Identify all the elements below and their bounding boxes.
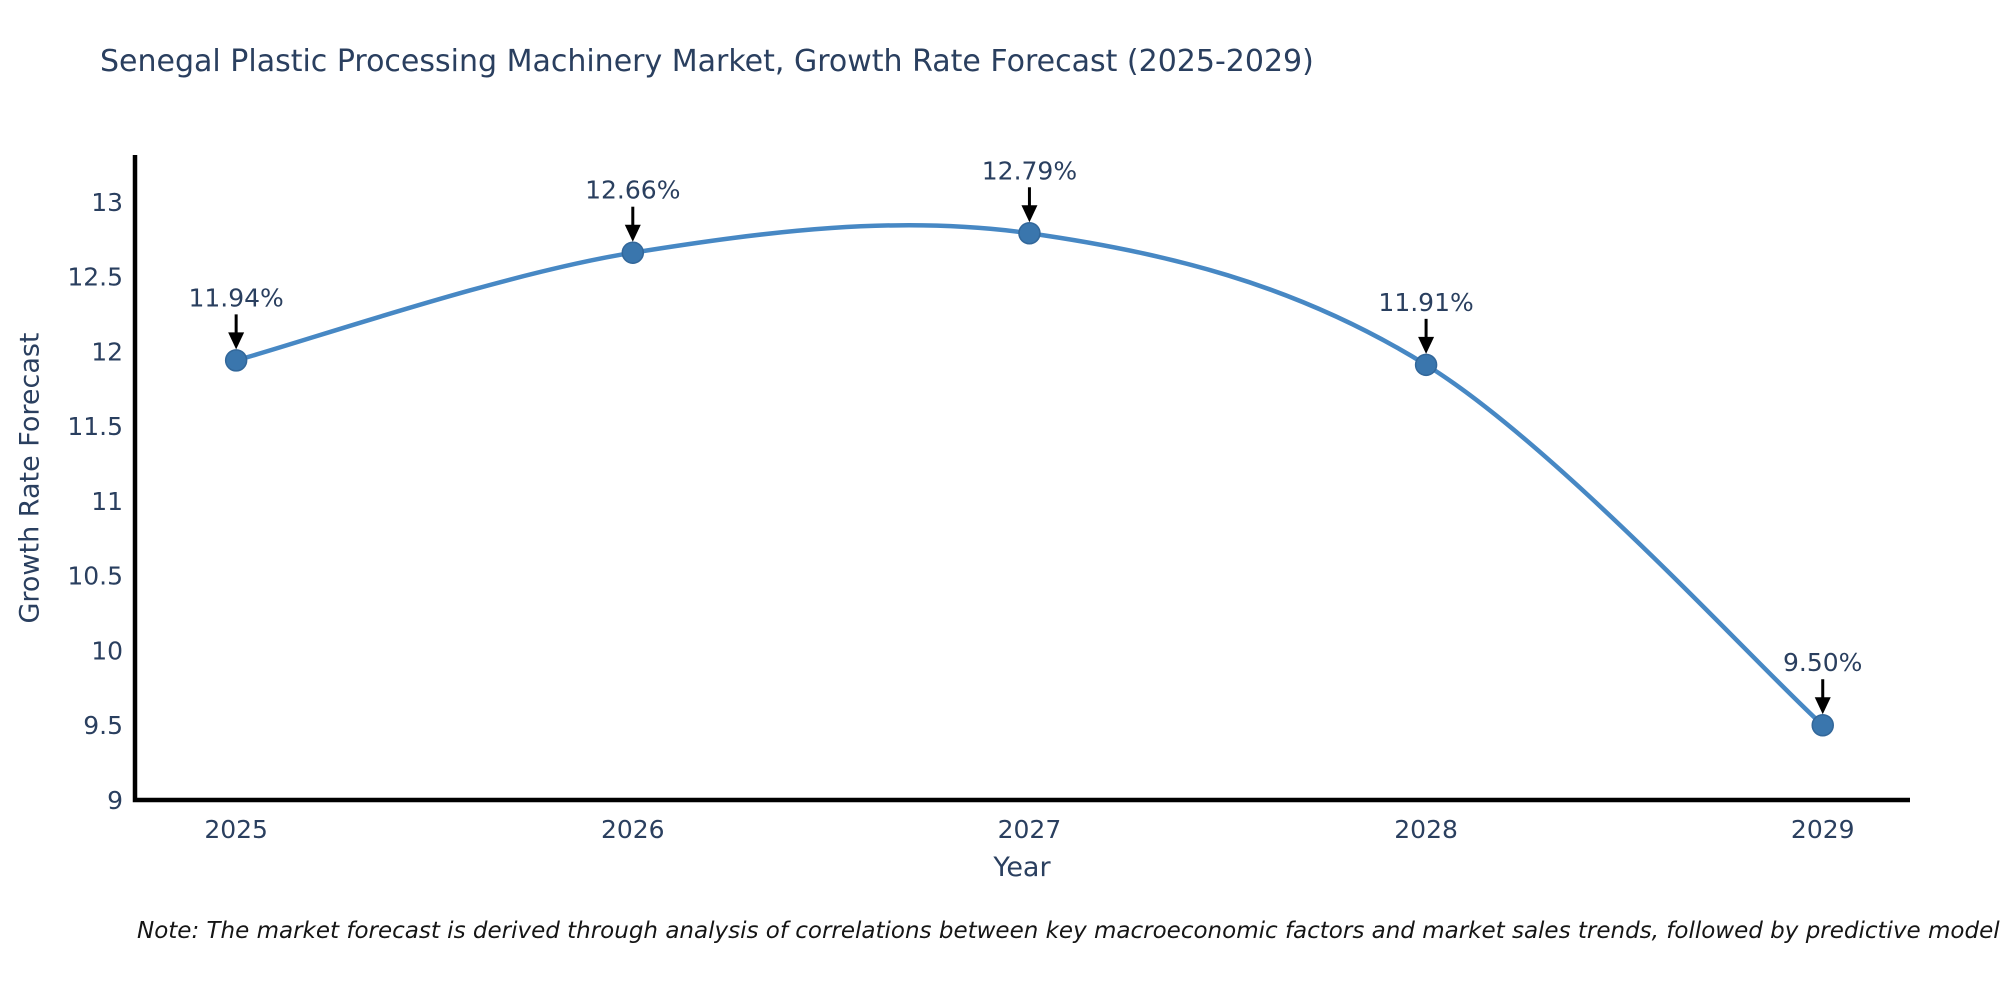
y-tick-label: 11.5: [67, 412, 123, 441]
chart-title: Senegal Plastic Processing Machinery Mar…: [100, 44, 1314, 79]
annotation-arrowhead: [228, 332, 245, 350]
annotation-arrowhead: [1418, 336, 1435, 354]
y-axis-title: Growth Rate Forecast: [14, 332, 46, 624]
y-tick-label: 13: [91, 188, 123, 217]
y-tick-label: 10.5: [67, 562, 123, 591]
x-tick-label: 2029: [1791, 815, 1855, 844]
data-point-marker: [224, 349, 248, 372]
axis-line: [132, 155, 1910, 803]
x-tick-label: 2027: [998, 815, 1062, 844]
footnote: Note: The market forecast is derived thr…: [137, 918, 2000, 944]
annotation-arrowhead: [1814, 697, 1831, 715]
annotation-label: 11.94%: [188, 283, 283, 312]
y-tick-label: 10: [91, 636, 123, 665]
y-tick-label: 9.5: [83, 711, 123, 740]
x-tick-label: 2026: [601, 815, 665, 844]
y-tick-label: 9: [107, 786, 123, 815]
annotation-label: 11.91%: [1378, 288, 1473, 317]
x-tick-label: 2025: [204, 815, 268, 844]
data-point-marker: [1811, 713, 1834, 737]
x-tick-label: 2028: [1394, 815, 1458, 844]
y-tick-label: 12: [91, 337, 123, 366]
data-point-marker: [1414, 353, 1438, 377]
y-tick-label: 11: [91, 487, 123, 516]
annotation-label: 12.79%: [982, 156, 1077, 185]
x-axis-title: Year: [993, 852, 1051, 883]
annotation-arrowhead: [624, 224, 641, 242]
annotation-label: 9.50%: [1783, 648, 1862, 677]
annotation-arrowhead: [1021, 205, 1038, 223]
annotation-label: 12.66%: [585, 176, 680, 205]
y-tick-label: 12.5: [67, 263, 123, 292]
trend-line: [233, 222, 1825, 728]
data-point-marker: [621, 241, 645, 264]
data-point-marker: [1018, 222, 1041, 245]
